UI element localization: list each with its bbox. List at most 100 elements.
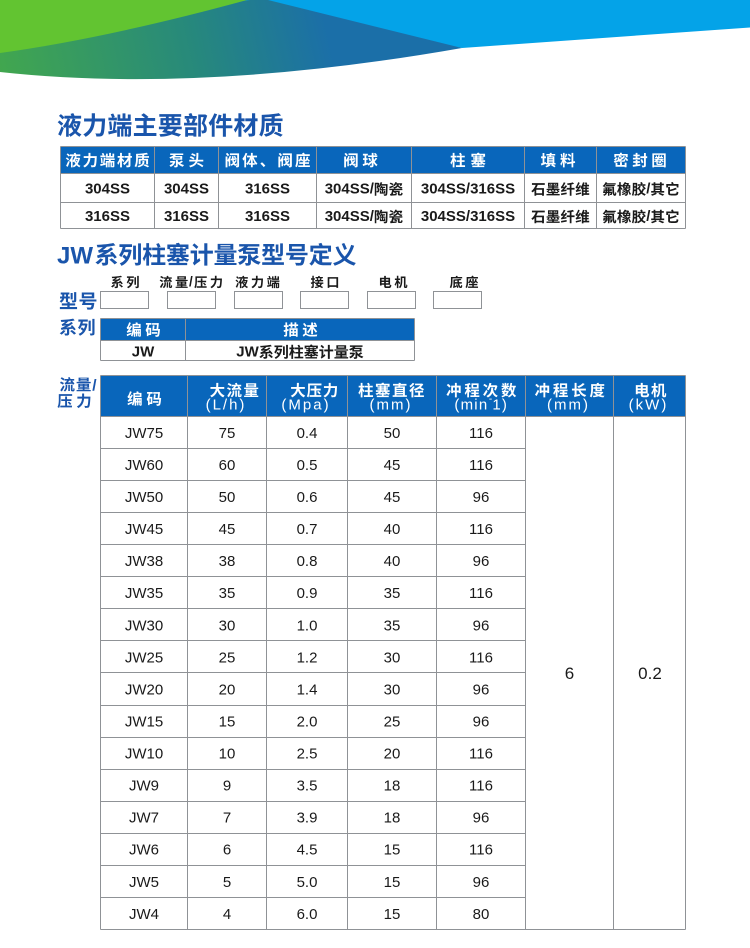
- svg-text:45: 45: [219, 521, 236, 538]
- svg-text:JW4: JW4: [129, 906, 159, 923]
- svg-text:316SS: 316SS: [245, 181, 290, 198]
- svg-text:JW38: JW38: [125, 553, 163, 570]
- svg-text:(L/h): (L/h): [206, 397, 247, 414]
- svg-text:15: 15: [384, 842, 401, 859]
- svg-text:96: 96: [473, 681, 490, 698]
- svg-text:116: 116: [469, 842, 493, 859]
- svg-text:116: 116: [469, 585, 493, 602]
- svg-text:40: 40: [384, 521, 401, 538]
- svg-text:96: 96: [473, 553, 490, 570]
- svg-text:0.6: 0.6: [297, 489, 318, 506]
- svg-text:/: /: [646, 181, 651, 198]
- svg-text:JW60: JW60: [125, 457, 163, 474]
- svg-text:304SS/: 304SS/: [325, 208, 375, 225]
- svg-text:304SS: 304SS: [164, 181, 209, 198]
- svg-text:35: 35: [384, 617, 401, 634]
- svg-text:JW45: JW45: [125, 521, 163, 538]
- svg-text:4.5: 4.5: [297, 842, 318, 859]
- svg-text:116: 116: [469, 521, 493, 538]
- svg-text:38: 38: [219, 553, 236, 570]
- svg-text:3.9: 3.9: [297, 810, 318, 827]
- svg-text:JW10: JW10: [125, 746, 163, 763]
- svg-text:/: /: [646, 208, 651, 225]
- svg-text:JW7: JW7: [129, 810, 159, 827]
- svg-text:(mm): (mm): [370, 397, 413, 414]
- svg-text:(Mpa): (Mpa): [281, 397, 330, 414]
- svg-text:304SS/316SS: 304SS/316SS: [421, 208, 515, 225]
- svg-text:JW50: JW50: [125, 489, 163, 506]
- svg-text:18: 18: [384, 810, 401, 827]
- svg-text:6: 6: [223, 842, 231, 859]
- svg-text:JW6: JW6: [129, 842, 159, 859]
- svg-text:9: 9: [223, 778, 231, 795]
- svg-text:(mm): (mm): [547, 397, 590, 414]
- svg-text:30: 30: [384, 681, 401, 698]
- svg-text:JW: JW: [132, 344, 155, 361]
- svg-text:5.0: 5.0: [297, 874, 318, 891]
- svg-text:0.5: 0.5: [297, 457, 318, 474]
- svg-text:1.0: 1.0: [297, 617, 318, 634]
- svg-text:1.2: 1.2: [297, 649, 318, 666]
- svg-text:316SS: 316SS: [245, 208, 290, 225]
- svg-text:JW5: JW5: [129, 874, 159, 891]
- svg-text:15: 15: [384, 874, 401, 891]
- svg-text:0.9: 0.9: [297, 585, 318, 602]
- svg-text:1.4: 1.4: [297, 681, 318, 698]
- svg-text:2.5: 2.5: [297, 746, 318, 763]
- svg-text:JW: JW: [236, 344, 259, 361]
- svg-text:0.7: 0.7: [297, 521, 318, 538]
- svg-text:116: 116: [469, 649, 493, 666]
- svg-text:0.2: 0.2: [638, 664, 662, 683]
- svg-text:80: 80: [473, 906, 490, 923]
- svg-text:1): 1): [492, 397, 508, 414]
- svg-text:-: -: [489, 394, 492, 405]
- svg-text:50: 50: [384, 425, 401, 442]
- svg-text:25: 25: [219, 649, 236, 666]
- svg-text:304SS/: 304SS/: [325, 181, 375, 198]
- svg-text:JW35: JW35: [125, 585, 163, 602]
- svg-text:116: 116: [469, 746, 493, 763]
- svg-text:96: 96: [473, 489, 490, 506]
- svg-text:2.0: 2.0: [297, 713, 318, 730]
- svg-text:(min: (min: [454, 397, 488, 414]
- svg-text:25: 25: [384, 713, 401, 730]
- svg-text:96: 96: [473, 874, 490, 891]
- svg-text:316SS: 316SS: [85, 208, 130, 225]
- svg-text:30: 30: [384, 649, 401, 666]
- svg-text:0.8: 0.8: [297, 553, 318, 570]
- svg-text:304SS/316SS: 304SS/316SS: [421, 181, 515, 198]
- svg-text:JW15: JW15: [125, 713, 163, 730]
- svg-text:35: 35: [219, 585, 236, 602]
- svg-text:(kW): (kW): [629, 397, 669, 414]
- svg-text:5: 5: [223, 874, 231, 891]
- svg-text:3.5: 3.5: [297, 778, 318, 795]
- svg-text:JW: JW: [57, 243, 93, 270]
- svg-text:116: 116: [469, 425, 493, 442]
- svg-text:20: 20: [219, 681, 236, 698]
- svg-text:15: 15: [384, 906, 401, 923]
- svg-text:96: 96: [473, 617, 490, 634]
- svg-text:20: 20: [384, 746, 401, 763]
- svg-text:/: /: [92, 377, 97, 394]
- svg-text:6.0: 6.0: [297, 906, 318, 923]
- svg-text:45: 45: [384, 457, 401, 474]
- svg-text:18: 18: [384, 778, 401, 795]
- svg-text:45: 45: [384, 489, 401, 506]
- svg-text:40: 40: [384, 553, 401, 570]
- svg-text:116: 116: [469, 457, 493, 474]
- svg-text:316SS: 316SS: [164, 208, 209, 225]
- svg-text:50: 50: [219, 489, 236, 506]
- svg-text:0.4: 0.4: [297, 425, 318, 442]
- svg-text:15: 15: [219, 713, 236, 730]
- svg-text:JW20: JW20: [125, 681, 163, 698]
- svg-text:304SS: 304SS: [85, 181, 130, 198]
- svg-text:35: 35: [384, 585, 401, 602]
- svg-text:4: 4: [223, 906, 231, 923]
- svg-text:60: 60: [219, 457, 236, 474]
- svg-text:75: 75: [219, 425, 236, 442]
- svg-text:JW9: JW9: [129, 778, 159, 795]
- svg-text:7: 7: [223, 810, 231, 827]
- svg-text:6: 6: [565, 664, 574, 683]
- svg-text:30: 30: [219, 617, 236, 634]
- svg-text:/: /: [189, 274, 193, 289]
